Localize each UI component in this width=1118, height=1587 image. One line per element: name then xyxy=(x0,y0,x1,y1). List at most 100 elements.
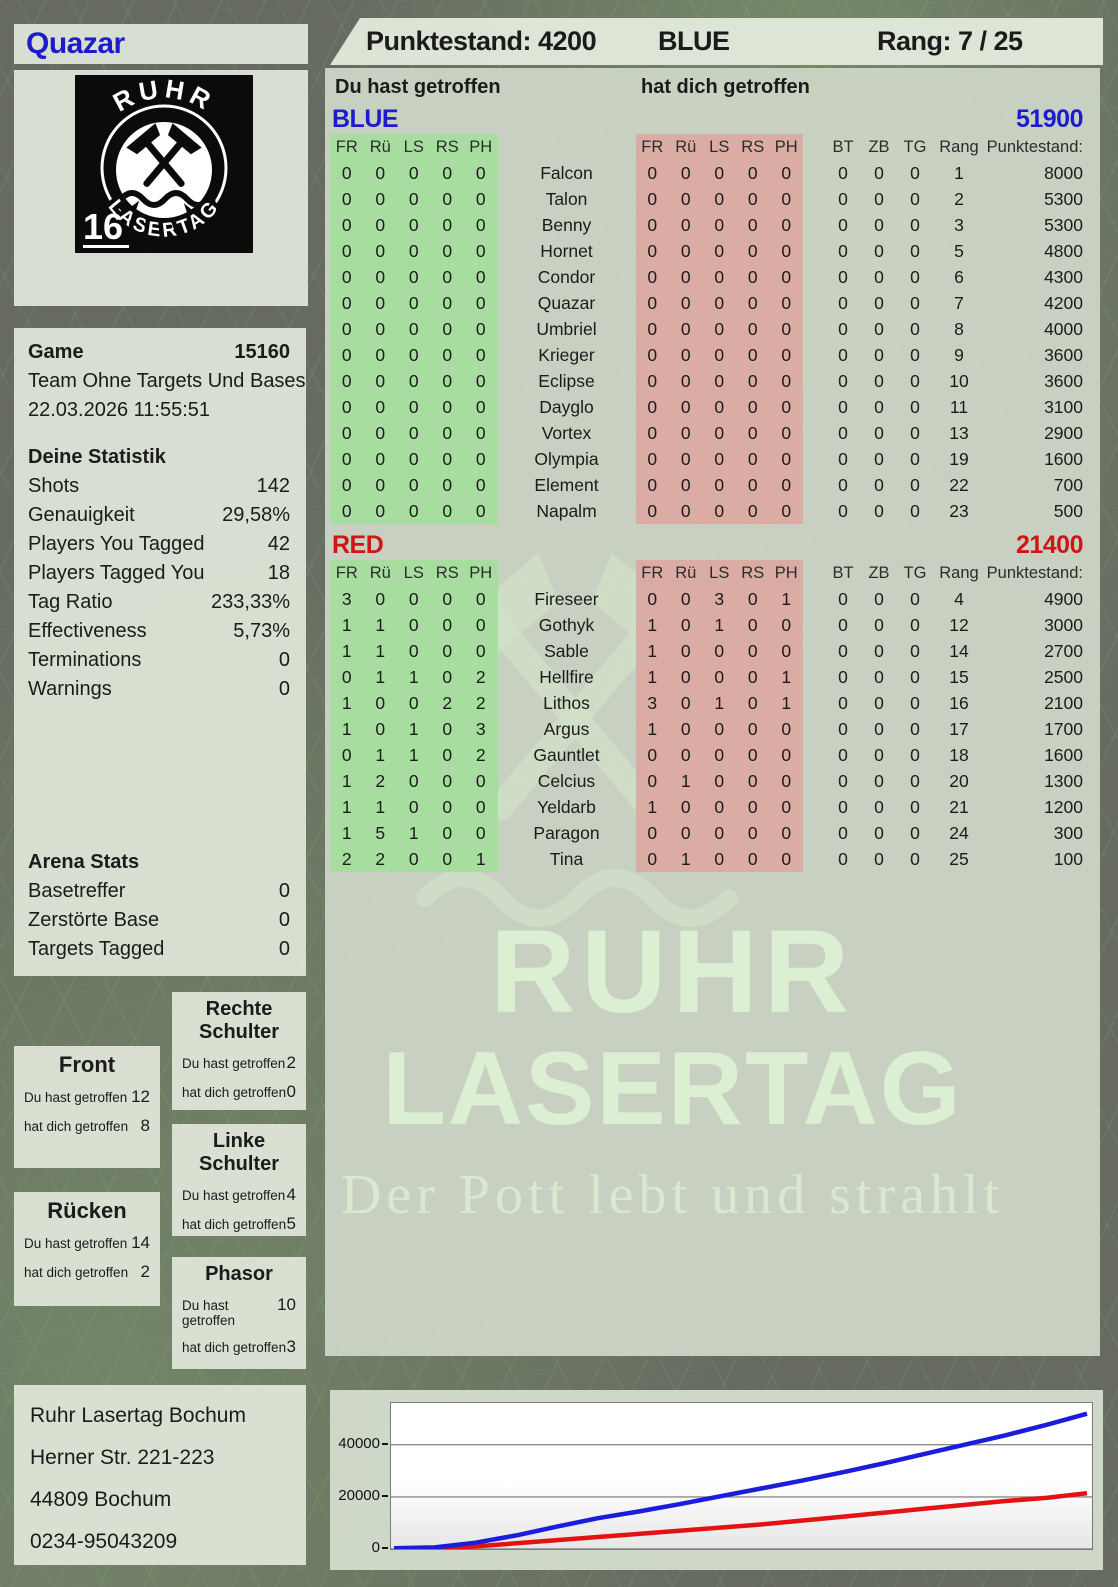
col-header-you: FR xyxy=(330,134,364,160)
them-hit-cell: 0 xyxy=(702,160,736,186)
extra-cell: 0 xyxy=(838,163,848,183)
you-hit-cell: 0 xyxy=(397,160,431,186)
stat-row: Shots 142 xyxy=(28,472,290,501)
col-header-you: Rü xyxy=(363,560,397,586)
extra-cell: 0 xyxy=(910,215,920,235)
you-hit-cell: 0 xyxy=(363,212,397,238)
you-hit-cell: 2 xyxy=(464,742,498,768)
you-hit-cell: 0 xyxy=(363,690,397,716)
you-hit-cell: 0 xyxy=(430,716,464,742)
you-hit-cell: 0 xyxy=(397,186,431,212)
game-label: Game xyxy=(28,341,84,363)
you-hit-cell: 2 xyxy=(330,846,364,872)
them-hit-cell: 0 xyxy=(635,846,669,872)
extra-cell: 0 xyxy=(838,615,848,635)
spacer-cell xyxy=(803,420,825,446)
stats-title-row: Deine Statistik xyxy=(28,443,290,472)
you-hit-cell: 0 xyxy=(330,238,364,264)
extra-cell: 0 xyxy=(910,797,920,817)
them-hit-cell: 0 xyxy=(669,420,703,446)
them-hit-cell: 1 xyxy=(635,664,669,690)
extra-cell: 19 xyxy=(949,449,969,469)
you-hit-cell: 0 xyxy=(430,238,464,264)
them-hit-cell: 0 xyxy=(736,212,770,238)
player-row: 1 5 1 0 0 Paragon 0 0 0 0 0 0 0 0 24 300 xyxy=(330,820,1095,846)
them-hit-cell: 1 xyxy=(669,768,703,794)
extra-cell: 0 xyxy=(874,797,884,817)
extra-cell: 0 xyxy=(838,449,848,469)
player-row: 0 0 0 0 0 Talon 0 0 0 0 0 0 0 0 2 5300 xyxy=(330,186,1095,212)
player-row: 0 0 0 0 0 Vortex 0 0 0 0 0 0 0 0 13 2900 xyxy=(330,420,1095,446)
extra-cell: 4 xyxy=(954,589,964,609)
you-hit-cell: 0 xyxy=(430,342,464,368)
col-header-you: RS xyxy=(430,134,464,160)
stat-row: Players You Tagged 42 xyxy=(28,530,290,559)
them-hit-cell: 0 xyxy=(635,186,669,212)
you-hit-cell: 0 xyxy=(363,498,397,524)
extra-cell: 0 xyxy=(838,771,848,791)
extra-cell: 0 xyxy=(874,719,884,739)
team-header-row: FR Rü LS RS PH FR Rü LS RS PH BT ZB TG Rang Punktestan… xyxy=(330,134,1095,160)
you-hit-cell: 5 xyxy=(363,820,397,846)
address-line: Herner Str. 221-223 xyxy=(30,1446,215,1469)
you-hit-cell: 0 xyxy=(330,472,364,498)
them-hit-cell: 0 xyxy=(669,290,703,316)
zone-them-value: 2 xyxy=(140,1262,150,1281)
extra-cell: 0 xyxy=(838,319,848,339)
player-name-cell: Eclipse xyxy=(538,371,595,391)
extra-cell: 0 xyxy=(838,371,848,391)
you-hit-cell: 0 xyxy=(363,160,397,186)
extra-cell: 0 xyxy=(910,501,920,521)
them-hit-cell: 0 xyxy=(669,394,703,420)
y-axis-tick-mark xyxy=(382,1494,388,1497)
them-hit-cell: 1 xyxy=(669,846,703,872)
red-score-line xyxy=(393,1490,1088,1551)
extra-cell: 0 xyxy=(838,345,848,365)
col-header-you: PH xyxy=(464,560,498,586)
zone-them-value: 3 xyxy=(286,1337,296,1356)
you-hit-cell: 0 xyxy=(363,342,397,368)
them-hit-cell: 0 xyxy=(702,846,736,872)
zone-box-linke-schulter: Linke Schulter Du hast getroffen 4 hat dich… xyxy=(172,1124,306,1236)
you-hit-cell: 1 xyxy=(397,716,431,742)
them-hit-cell: 0 xyxy=(669,794,703,820)
you-hit-cell: 0 xyxy=(464,498,498,524)
zone-them-label: hat dich getroffen xyxy=(182,1217,287,1232)
them-hit-cell: 0 xyxy=(669,716,703,742)
address-line: 0234-95043209 xyxy=(30,1530,178,1553)
extra-cell: 0 xyxy=(910,719,920,739)
you-hit-cell: 1 xyxy=(363,742,397,768)
player-row: 0 0 0 0 0 Dayglo 0 0 0 0 0 0 0 0 11 3100 xyxy=(330,394,1095,420)
stat-label: Shots xyxy=(28,475,80,497)
stat-label: Genauigkeit xyxy=(28,504,135,526)
stat-value: 0 xyxy=(278,649,290,671)
zone-title: Phasor xyxy=(205,1263,273,1285)
you-hit-cell: 0 xyxy=(430,420,464,446)
spacer-cell xyxy=(803,186,825,212)
stat-value: 142 xyxy=(256,475,290,497)
zone-them-label: hat dich getroffen xyxy=(182,1340,287,1355)
col-header-you: PH xyxy=(464,134,498,160)
them-hit-cell: 0 xyxy=(702,264,736,290)
extra-cell: 0 xyxy=(838,241,848,261)
team-title-blue: BLUE 51900 xyxy=(330,104,1095,134)
you-hit-cell: 3 xyxy=(330,586,364,612)
points-cell: 4300 xyxy=(1044,267,1083,287)
you-hit-cell: 0 xyxy=(430,186,464,212)
extra-cell: 0 xyxy=(910,189,920,209)
you-hit-cell: 0 xyxy=(397,794,431,820)
zone-them-value: 0 xyxy=(286,1082,296,1101)
them-hit-cell: 0 xyxy=(736,238,770,264)
zone-box-ruecken: Rücken Du hast getroffen 14 hat dich getrof… xyxy=(14,1192,160,1306)
arena-stat-label: Targets Tagged xyxy=(28,938,165,960)
them-hit-cell: 1 xyxy=(635,716,669,742)
col-header-extra: ZB xyxy=(868,564,890,582)
you-hit-cell: 0 xyxy=(397,498,431,524)
you-hit-cell: 0 xyxy=(464,238,498,264)
stat-row: Warnings 0 xyxy=(28,675,290,704)
points-cell: 4900 xyxy=(1044,589,1083,609)
player-name-cell: Lithos xyxy=(543,693,590,713)
them-hit-cell: 0 xyxy=(669,446,703,472)
col-spacer xyxy=(803,560,825,586)
